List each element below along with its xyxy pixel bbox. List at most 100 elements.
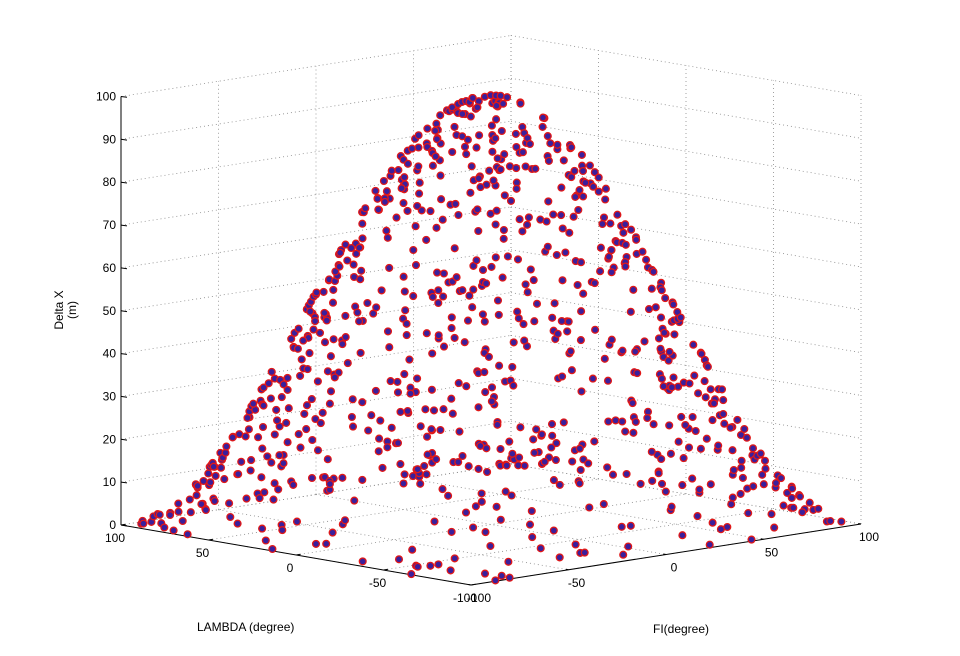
data-point — [795, 492, 805, 501]
data-point — [356, 275, 365, 284]
data-point — [397, 184, 406, 193]
data-point — [349, 260, 358, 269]
data-point — [626, 307, 635, 316]
grid-line — [120, 120, 512, 183]
grid-line — [120, 163, 512, 226]
data-point — [532, 299, 542, 308]
data-point — [467, 162, 476, 171]
data-point — [336, 248, 345, 257]
data-point — [529, 435, 538, 444]
data-point — [584, 459, 593, 468]
data-point — [688, 412, 697, 422]
data-point — [287, 334, 296, 343]
data-point — [491, 134, 500, 143]
data-point — [516, 99, 525, 108]
data-point — [613, 210, 622, 219]
data-point — [579, 289, 588, 298]
data-point — [749, 482, 758, 491]
data-point — [482, 279, 491, 288]
data-point — [607, 245, 616, 255]
x-tick-mark — [208, 538, 214, 541]
data-point — [670, 330, 679, 339]
data-point — [737, 456, 746, 465]
data-point — [270, 479, 279, 488]
data-point — [413, 562, 422, 571]
data-point — [338, 340, 347, 349]
data-point — [569, 212, 578, 221]
data-point — [631, 347, 640, 356]
data-point — [506, 196, 516, 205]
data-point — [341, 333, 350, 342]
data-point — [462, 150, 471, 159]
data-point — [551, 455, 560, 465]
data-point — [249, 399, 258, 408]
data-point — [538, 113, 548, 122]
data-point — [496, 165, 505, 174]
data-point — [729, 465, 738, 475]
data-point — [695, 485, 704, 494]
data-point — [434, 331, 443, 340]
data-point — [577, 150, 586, 159]
data-point — [684, 443, 694, 452]
data-point — [358, 557, 367, 566]
data-point — [519, 320, 528, 329]
data-point — [373, 194, 382, 203]
data-point — [260, 488, 269, 497]
data-point — [294, 324, 303, 333]
data-point — [380, 197, 389, 206]
data-point — [415, 189, 424, 198]
data-point — [531, 164, 540, 173]
data-point — [401, 306, 410, 315]
data-point — [779, 501, 788, 510]
data-point — [518, 227, 527, 236]
data-point — [329, 285, 338, 294]
data-point — [463, 316, 473, 325]
z-axis-unit: (m) — [65, 301, 79, 319]
data-point — [302, 401, 312, 410]
data-point — [477, 497, 486, 506]
data-point — [571, 540, 580, 549]
data-point — [627, 225, 636, 234]
data-point — [728, 446, 737, 455]
data-point — [691, 426, 700, 436]
data-point — [450, 122, 459, 131]
data-point — [458, 451, 467, 461]
data-point — [350, 496, 359, 505]
data-point — [473, 103, 482, 112]
data-point — [697, 349, 706, 358]
data-point — [523, 288, 532, 297]
data-point — [555, 480, 564, 489]
data-point — [439, 342, 449, 351]
data-point — [174, 499, 183, 508]
data-point — [537, 430, 546, 439]
data-point — [431, 152, 440, 161]
data-point — [270, 430, 279, 439]
data-point — [607, 335, 616, 344]
data-point — [640, 337, 649, 346]
data-point — [411, 222, 420, 231]
data-point — [258, 444, 267, 453]
z-axis-label: Delta X — [52, 290, 66, 329]
data-point — [558, 372, 567, 381]
data-point — [837, 517, 846, 526]
data-point — [455, 427, 464, 436]
data-point — [783, 488, 792, 497]
grid-line — [208, 478, 599, 541]
data-point — [394, 555, 404, 564]
data-point — [402, 331, 411, 340]
data-point — [450, 244, 459, 253]
data-point — [414, 162, 423, 171]
data-point — [315, 328, 325, 337]
data-point — [322, 539, 331, 548]
data-point — [347, 412, 356, 422]
data-point — [438, 215, 447, 224]
data-point — [550, 299, 559, 308]
data-point — [312, 288, 321, 297]
grid-line — [120, 249, 512, 312]
data-point — [428, 349, 437, 358]
data-point — [233, 519, 242, 528]
data-point — [374, 205, 383, 214]
data-point — [387, 423, 396, 432]
data-point — [454, 210, 463, 220]
data-point — [267, 458, 276, 467]
